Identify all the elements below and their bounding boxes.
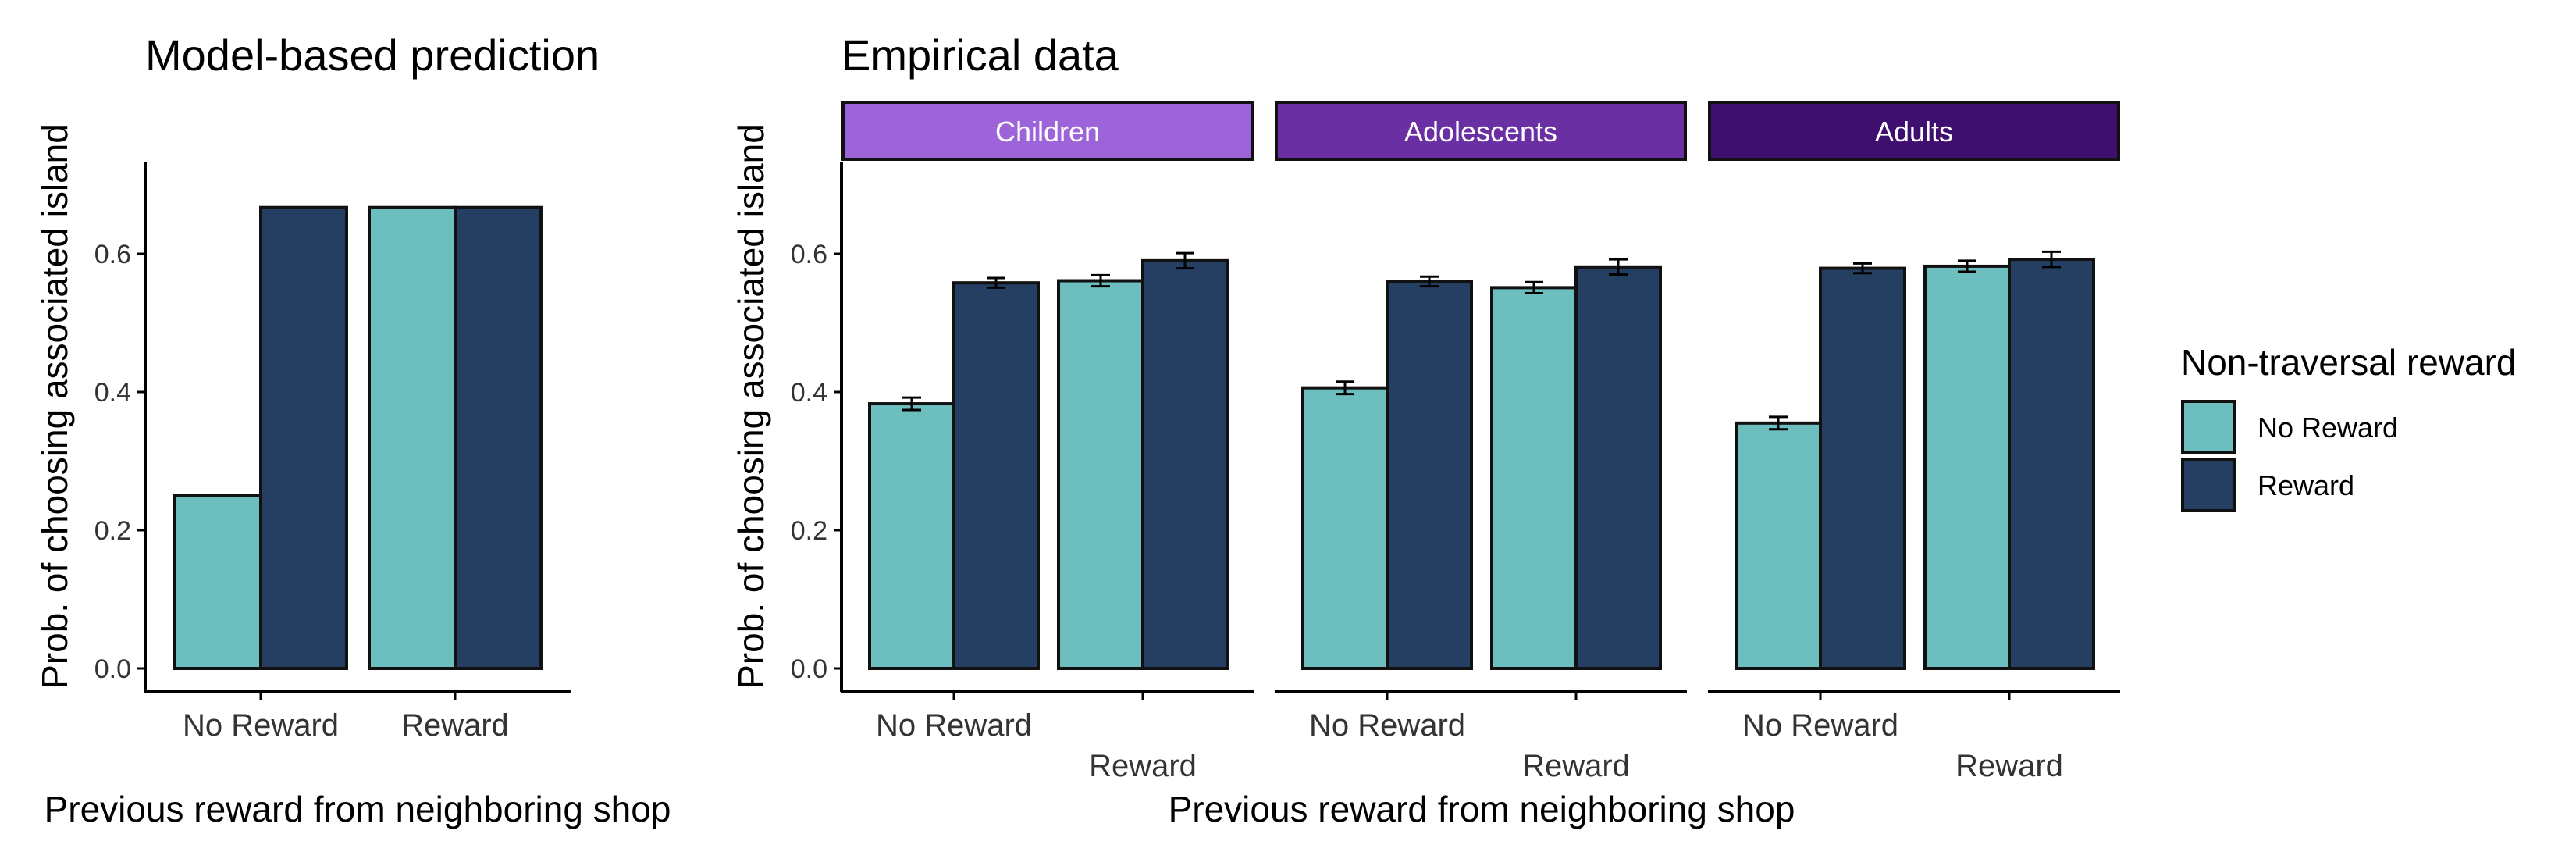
x-axis-categories-model: No Reward Reward [183,692,509,743]
panel-empirical: Empirical data Prob. of choosing associa… [731,30,2120,829]
legend-label-no-reward: No Reward [2258,412,2398,444]
bar-reward-no-reward [368,205,457,670]
bars-model [173,205,543,670]
y-axis-ticks-model: 0.0 0.2 0.4 0.6 [94,240,145,684]
bar-adults-reward-reward [2008,258,2095,670]
y-tick-label: 0.0 [94,654,131,684]
facet-strip-adolescents [1275,101,1687,161]
legend-title: Non-traversal reward [2181,342,2516,383]
bar-adults-no-reward-no-reward [1735,421,1822,670]
x-tick-label-reward: Reward [1089,749,1197,783]
bar-no-reward-no-reward [173,494,262,670]
facets-empirical: Children No Reward Reward Adolescents No Rew… [841,101,2120,783]
x-tick-label-no-reward: No Reward [1309,708,1465,743]
x-tick-label-reward: Reward [401,708,509,743]
facet-adults: Adults No Reward Reward [1708,101,2120,783]
x-tick-label-no-reward: No Reward [876,708,1032,743]
x-tick-label-no-reward: No Reward [183,708,339,743]
y-axis-ticks-empirical: 0.0 0.2 0.4 0.6 [791,240,841,684]
bar-adolescents-no-reward-no-reward [1301,386,1389,670]
chart-title-model: Model-based prediction [145,30,600,80]
bar-adults-no-reward-reward [1819,266,1906,670]
x-tick-label-reward: Reward [1955,749,2063,783]
y-tick-label: 0.4 [791,378,827,408]
bar-children-no-reward-no-reward [868,402,955,670]
y-axis-label-model: Prob. of choosing associated island [34,123,75,689]
x-axis-label-model: Previous reward from neighboring shop [44,789,671,829]
legend-swatch-reward [2181,458,2236,512]
facet-strip-label-children: Children [995,116,1100,148]
facet-strip-label-adolescents: Adolescents [1404,116,1557,148]
facet-strip-adults [1708,101,2120,161]
y-tick-label: 0.2 [94,516,131,546]
bar-adolescents-reward-reward [1574,265,1662,670]
bar-adolescents-no-reward-reward [1386,280,1473,670]
legend-label-reward: Reward [2258,469,2354,501]
bar-children-reward-reward [1141,258,1229,671]
bar-children-no-reward-reward [952,281,1040,670]
y-tick-label: 0.2 [791,516,827,546]
bar-adolescents-reward-no-reward [1490,286,1578,670]
facet-adolescents: Adolescents No Reward Reward [1275,101,1687,783]
legend: Non-traversal reward No Reward Reward [2181,342,2516,512]
y-tick-label: 0.6 [791,240,827,269]
y-tick-label: 0.4 [94,378,131,408]
y-tick-label: 0.6 [94,240,131,269]
facet-children: Children No Reward Reward [841,101,1254,783]
x-tick-label-no-reward: No Reward [1742,708,1898,743]
panel-model-prediction: Model-based prediction Prob. of choosing… [34,30,671,829]
x-tick-label-reward: Reward [1522,749,1630,783]
facet-strip-label-adults: Adults [1875,116,1953,148]
bar-reward-reward [454,205,543,670]
facet-strip-children [841,101,1254,161]
bar-adults-reward-no-reward [1923,264,2011,670]
bar-no-reward-reward [259,205,348,670]
y-tick-label: 0.0 [791,654,827,684]
chart-title-empirical: Empirical data [841,30,1119,80]
legend-swatch-no-reward [2181,400,2236,454]
bar-children-reward-no-reward [1057,279,1144,670]
x-axis-label-empirical: Previous reward from neighboring shop [1169,789,1795,829]
y-axis-label-empirical: Prob. of choosing associated island [731,123,771,689]
